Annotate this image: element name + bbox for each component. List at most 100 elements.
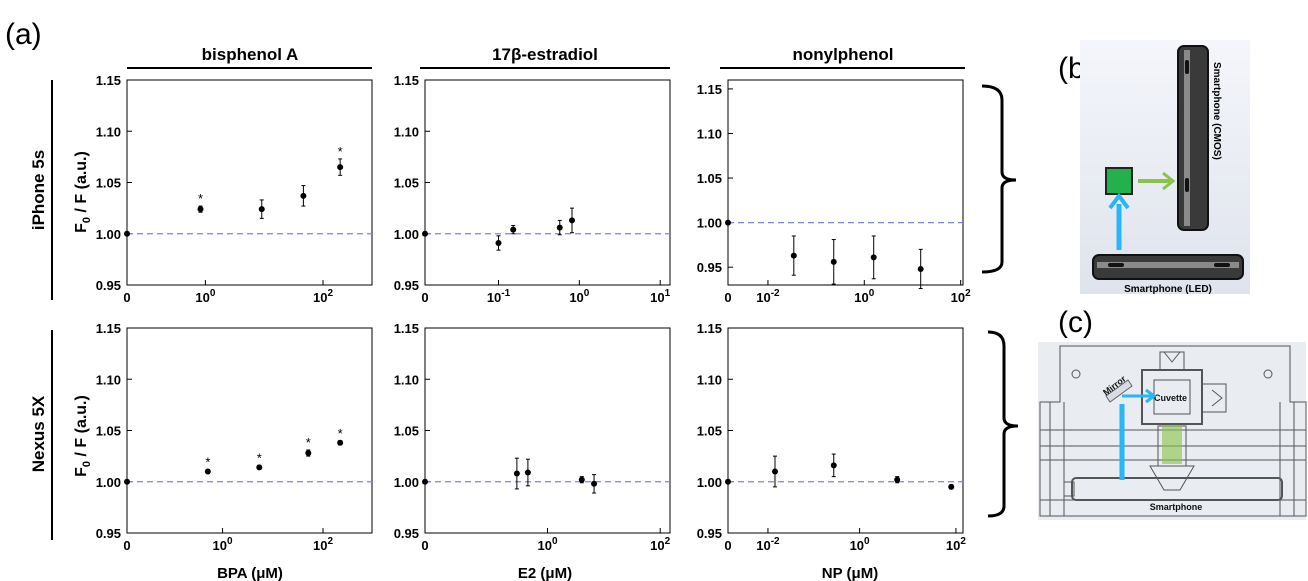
chart-5: 0.95 1.00 1.05 1.10 1.15 0 100 102 [394,321,671,553]
y-tick-label: 1.15 [697,321,722,336]
y-tick-label: 0.95 [96,526,121,541]
data-point [258,206,265,213]
led-phone-edge [1097,262,1239,268]
mirror [1105,379,1133,403]
side-block [1202,383,1227,413]
x-axis-label-np: NP (μM) [822,565,878,581]
plot-frame [126,327,373,534]
plot-frame [424,79,671,286]
x-tick-label: 0 [421,290,428,305]
diagram-b: Smartphone (CMOS) Smartphone (LED) [1080,40,1250,295]
y-tick-label: 1.10 [697,372,722,387]
y-axis-label-bottom: F0 / F (a.u.) [73,395,93,477]
chart-4: 0.95 1.00 1.05 1.10 1.15 0 100 102 * * * * [96,321,373,553]
excitation-arrowhead [1108,192,1130,210]
chart-1: 0.95 1.00 1.05 1.10 1.15 0 100 102 * * [96,73,373,305]
y-tick-label: 1.05 [394,424,419,439]
data-point [830,462,837,469]
data-point [578,476,585,483]
y-tick-label: 0.95 [394,526,419,541]
row-headers: iPhone 5s Nexus 5X [29,80,53,540]
y-tick-label: 1.10 [697,126,722,141]
data-point [422,230,428,237]
svg-text:F0 / F (a.u.): F0 / F (a.u.) [73,395,93,477]
y-tick-label: 1.15 [394,321,419,336]
y-label-rest: / F (a.u.) [73,395,90,461]
excitation-arrowhead [1145,388,1157,404]
svg-text:F0 / F (a.u.): F0 / F (a.u.) [73,151,93,233]
led-phone-port-left [1108,263,1124,267]
x-tick-label: 102 [313,536,333,553]
column-header-e2: 17β-estradiol [492,45,598,64]
y-tick-label: 1.10 [394,124,419,139]
y-tick-label: 1.00 [96,475,121,490]
phone-end [1063,481,1075,497]
diagram-c: Mirror Cuvette Smartphone [1038,342,1307,520]
y-tick-label: 0.95 [697,260,722,275]
y-tick-label: 1.00 [96,227,121,242]
data-point [725,478,731,485]
data-point [300,192,307,199]
panel-a-label: (a) [5,18,42,51]
data-point [495,239,502,246]
screw-hole [1263,369,1273,379]
y-tick-label: 1.05 [697,171,722,186]
y-tick-label: 1.15 [697,82,722,97]
x-tick-label: 102 [650,536,670,553]
cuvette-label: Cuvette [1154,393,1187,403]
data-point [124,478,130,485]
data-point [337,439,344,446]
led-phone-port-right [1214,263,1230,267]
data-point [256,464,263,471]
phone-body [1071,477,1283,501]
y-tick-label: 1.15 [394,73,419,88]
data-point [124,230,130,237]
screw-hole [1071,369,1081,379]
y-tick-label: 1.15 [96,73,121,88]
x-tick-label: 10-2 [756,288,780,305]
x-tick-label: 0 [421,538,428,553]
significance-marker: * [306,435,311,450]
plot-frame [727,327,964,534]
bracket-top [981,84,1017,274]
cmos-phone-edge [1184,50,1190,226]
data-point [725,219,731,226]
data-point [772,468,778,475]
x-tick-label: 102 [313,288,333,305]
data-point [513,470,520,477]
cuvette-cap [1159,351,1185,371]
x-tick-label: 10-1 [487,288,511,305]
x-tick-label: 102 [951,288,971,305]
y-label-f: F [73,467,90,477]
data-point [917,265,924,272]
charts-group: 0.95 1.00 1.05 1.10 1.15 0 100 102 * * 0.95 1.00 1.0… [96,73,971,553]
significance-marker: * [198,191,203,206]
data-point [305,450,312,457]
row-header-iphone: iPhone 5s [29,150,48,230]
y-tick-label: 1.00 [697,475,722,490]
x-tick-label: 100 [854,288,874,305]
x-axis-label-e2: E2 (μM) [518,565,572,581]
row-header-nexus: Nexus 5X [29,395,48,472]
led-phone-label: Smartphone (LED) [1124,284,1212,295]
column-header-np: nonylphenol [792,45,893,64]
sample-cuvette [1105,167,1133,195]
x-axis-label-bpa: BPA (μM) [217,565,283,581]
cmos-phone-port-bottom [1185,178,1189,192]
significance-marker: * [257,450,262,465]
y-tick-label: 1.00 [394,475,419,490]
data-point [948,483,955,490]
chart-2: 0.95 1.00 1.05 1.10 1.15 0 10-1 100 101 [394,73,671,305]
cmos-phone [1177,45,1209,231]
data-point [197,206,204,213]
significance-marker: * [338,144,343,159]
emission-arrowhead [1162,171,1176,191]
data-point [569,217,575,224]
y-label-sub: 0 [81,217,93,223]
y-tick-label: 1.10 [96,124,121,139]
y-axis-label-top: F0 / F (a.u.) [73,151,93,233]
bracket-bottom [987,330,1019,518]
y-tick-label: 1.00 [394,227,419,242]
x-tick-label: 100 [850,536,870,553]
